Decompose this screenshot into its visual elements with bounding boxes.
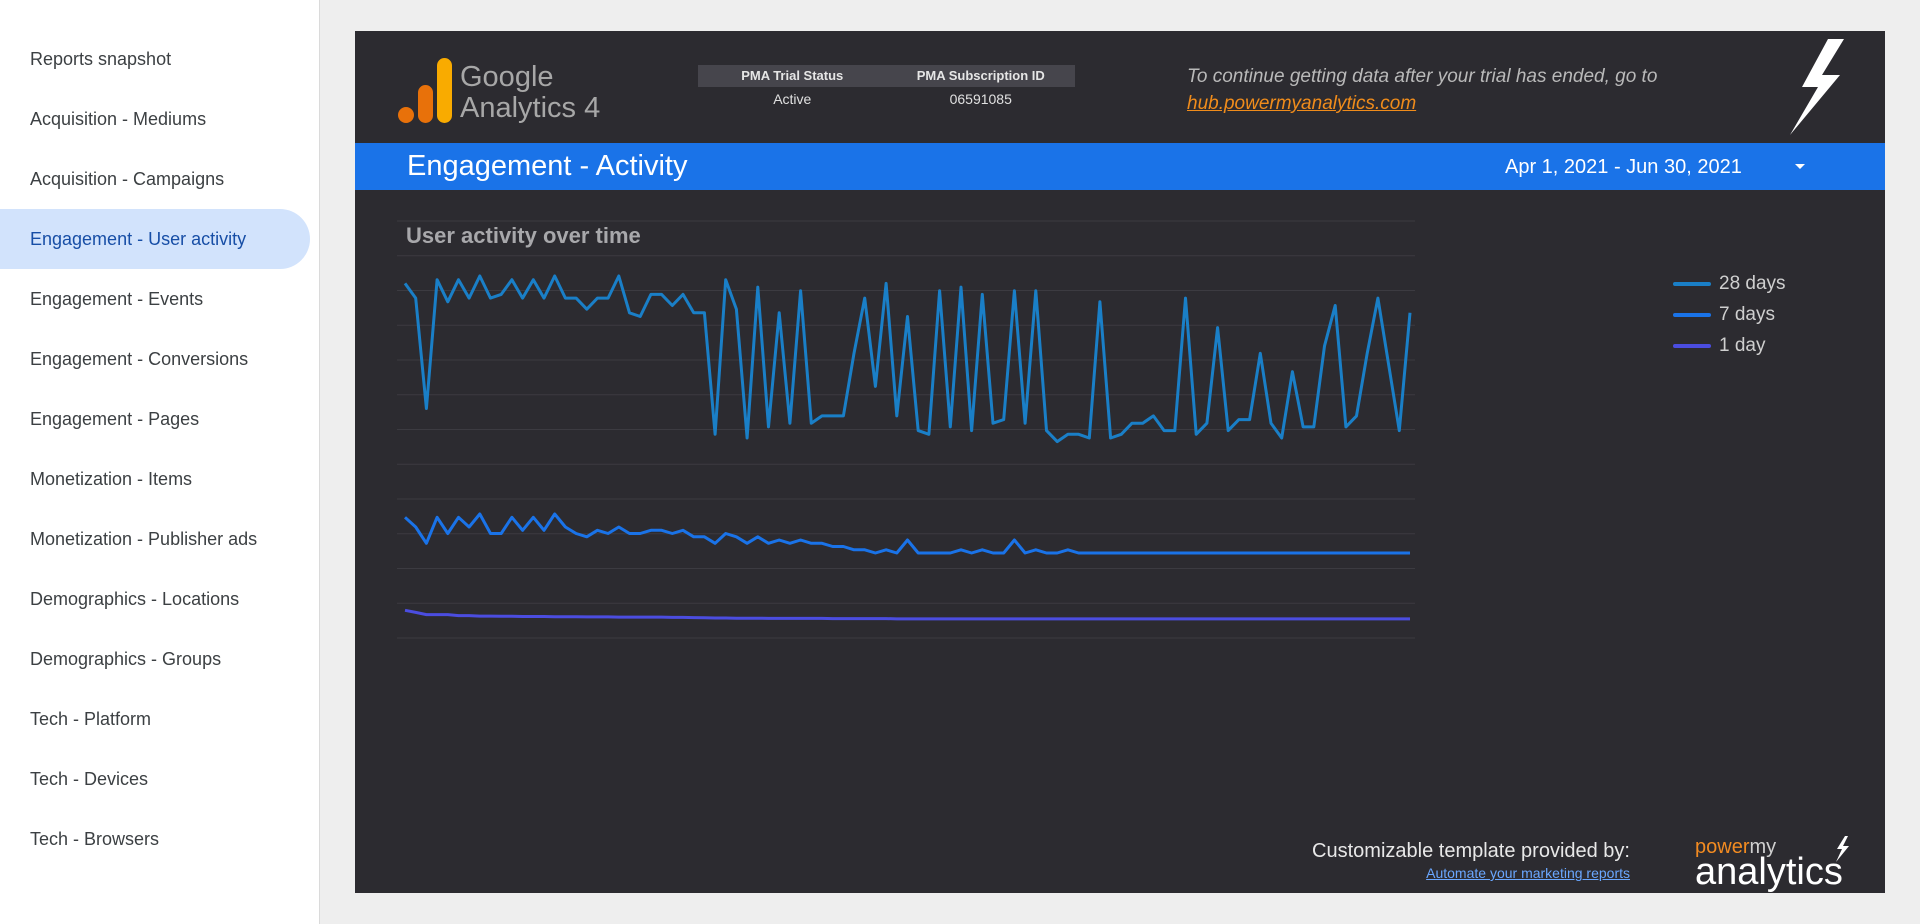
automate-reports-link[interactable]: Automate your marketing reports	[1426, 865, 1630, 881]
sidebar: Reports snapshot Acquisition - Mediums Acq…	[0, 0, 320, 924]
series-line-1-day	[404, 608, 1410, 621]
subscription-id-value: 06591085	[949, 91, 1012, 107]
legend-swatch	[1673, 343, 1711, 348]
sidebar-item-monetization-items[interactable]: Monetization - Items	[30, 468, 193, 489]
hub-link[interactable]: hub.powermyanalytics.com	[1187, 93, 1417, 114]
legend-item-7-days[interactable]: 7 days	[1673, 299, 1786, 330]
pma-logo-top: powermy	[1695, 836, 1776, 858]
date-range-picker[interactable]: Apr 1, 2021 - Jun 30, 2021	[1505, 148, 1805, 186]
sidebar-item-acquisition-mediums[interactable]: Acquisition - Mediums	[30, 108, 207, 129]
sidebar-item-tech-browsers[interactable]: Tech - Browsers	[30, 828, 160, 849]
chart-title: User activity over time	[406, 223, 641, 248]
legend-item-28-days[interactable]: 28 days	[1673, 268, 1786, 299]
subscription-id-label: PMA Subscription ID	[916, 68, 1045, 83]
sidebar-item-reports-snapshot[interactable]: Reports snapshot	[30, 48, 172, 69]
google-analytics-logo: Google Analytics 4	[397, 58, 617, 128]
status-table-row: Active 06591085	[698, 87, 1075, 113]
pma-logo-analytics: analytics	[1695, 851, 1843, 893]
footer-caption: Customizable template provided by:	[1312, 840, 1630, 862]
powermyanalytics-logo: powermy analytics	[1695, 836, 1855, 892]
trial-note-text: To continue getting data after your tria…	[1187, 66, 1658, 87]
trial-note: To continue getting data after your tria…	[1187, 63, 1657, 117]
sidebar-item-engagement-conversions[interactable]: Engagement - Conversions	[30, 348, 249, 369]
legend-label: 28 days	[1719, 272, 1786, 294]
sidebar-nav: Reports snapshot Acquisition - Mediums Acq…	[0, 0, 319, 869]
sidebar-item-monetization-publisher-ads[interactable]: Monetization - Publisher ads	[30, 528, 258, 549]
sidebar-item-engagement-user-activity[interactable]: Engagement - User activity	[0, 209, 310, 269]
pma-logo-power: power	[1695, 836, 1750, 858]
sidebar-item-demographics-locations[interactable]: Demographics - Locations	[30, 588, 240, 609]
report-header: Google Analytics 4 PMA Trial Status PMA …	[355, 31, 1885, 143]
small-bolt-icon	[1836, 836, 1849, 862]
footer-credit: Customizable template provided by: Autom…	[1255, 839, 1630, 883]
sidebar-item-tech-platform[interactable]: Tech - Platform	[30, 708, 152, 729]
report-canvas: Google Analytics 4 PMA Trial Status PMA …	[355, 31, 1885, 893]
trial-status-value: Active	[773, 91, 812, 107]
sidebar-item-engagement-pages[interactable]: Engagement - Pages	[30, 408, 200, 429]
logo-wordmark: Google Analytics 4	[460, 62, 600, 124]
date-range-text: Apr 1, 2021 - Jun 30, 2021	[1505, 155, 1742, 178]
user-activity-chart	[397, 220, 1415, 639]
trial-status-label: PMA Trial Status	[741, 68, 844, 83]
legend-label: 1 day	[1719, 334, 1766, 356]
pma-logo-my: my	[1749, 836, 1777, 858]
title-bar: Engagement - Activity Apr 1, 2021 - Jun …	[355, 143, 1885, 190]
analytics-bars-icon	[398, 58, 452, 123]
logo-line1: Google	[460, 61, 554, 93]
chevron-down-icon	[1795, 164, 1805, 169]
lightning-bolt-icon	[1790, 39, 1844, 135]
sidebar-item-engagement-events[interactable]: Engagement - Events	[30, 288, 204, 309]
sidebar-item-acquisition-campaigns[interactable]: Acquisition - Campaigns	[30, 168, 225, 189]
sidebar-item-demographics-groups[interactable]: Demographics - Groups	[30, 648, 222, 669]
status-table-header: PMA Trial Status PMA Subscription ID	[698, 65, 1075, 87]
legend-label: 7 days	[1719, 303, 1775, 325]
legend-item-1-day[interactable]: 1 day	[1673, 330, 1786, 361]
series-line-7-days	[403, 512, 1410, 555]
trial-status-table: PMA Trial Status PMA Subscription ID Act…	[698, 65, 1075, 113]
page-title: Engagement - Activity	[407, 150, 688, 182]
sidebar-item-tech-devices[interactable]: Tech - Devices	[30, 768, 149, 789]
legend-swatch	[1673, 312, 1711, 317]
legend-swatch	[1673, 281, 1711, 286]
series-line-28-days	[403, 274, 1412, 444]
logo-line2: Analytics 4	[460, 92, 601, 124]
chart-legend: 28 days 7 days 1 day	[1673, 268, 1786, 361]
